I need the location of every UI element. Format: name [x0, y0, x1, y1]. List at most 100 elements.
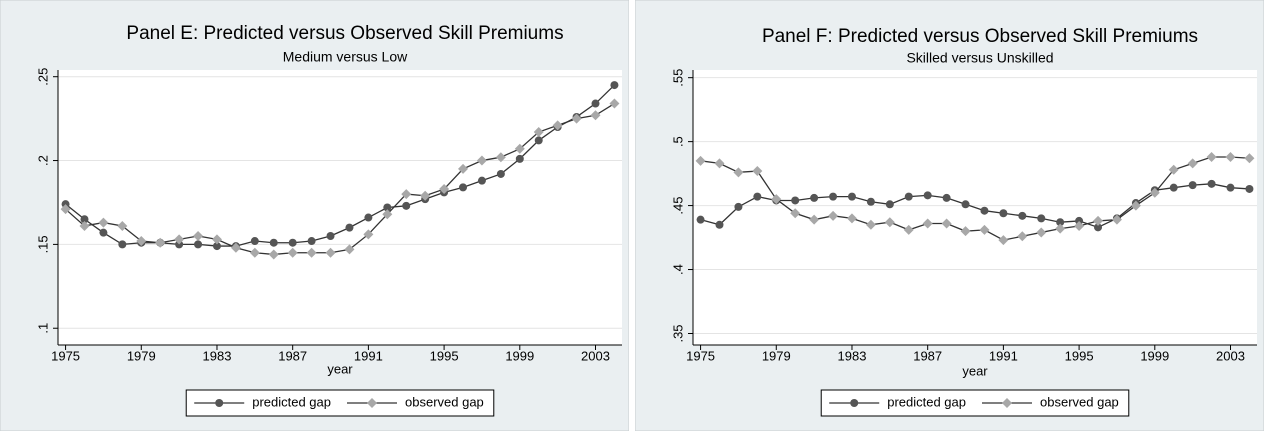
data-point [383, 203, 392, 212]
data-point [1206, 151, 1217, 162]
data-point [477, 176, 486, 185]
data-point [961, 200, 970, 209]
data-point [999, 209, 1008, 218]
data-point [1056, 218, 1065, 227]
data-point [552, 120, 563, 131]
data-point [268, 249, 279, 260]
data-point [363, 229, 374, 240]
data-point [846, 213, 857, 224]
data-point [571, 113, 582, 124]
legend-item: predicted gap [829, 394, 966, 409]
data-point [885, 200, 894, 209]
x-tick-label: 2003 [581, 348, 610, 363]
data-point [790, 208, 801, 219]
data-point [382, 209, 393, 220]
data-point [1188, 181, 1197, 190]
y-tick-label: .2 [35, 155, 50, 166]
x-tick-label: 1979 [762, 348, 791, 363]
data-point [884, 217, 895, 228]
data-point [193, 231, 204, 242]
chart-panel: Panel F: Predicted versus Observed Skill… [635, 0, 1264, 431]
data-point [344, 244, 355, 255]
data-point [1074, 221, 1085, 232]
data-point [810, 193, 819, 202]
data-point [829, 192, 838, 201]
data-point [1245, 184, 1254, 193]
data-point [420, 190, 431, 201]
data-point [98, 217, 109, 228]
x-tick-label: 1991 [989, 348, 1018, 363]
data-point [287, 247, 298, 258]
legend: predicted gap observed gap [820, 389, 1130, 417]
data-point [998, 235, 1009, 246]
data-point [249, 247, 260, 258]
plot-area [58, 70, 622, 345]
data-point [99, 228, 108, 237]
data-point [752, 166, 763, 177]
data-point [609, 98, 620, 109]
data-point [942, 193, 951, 202]
y-tick-label: .15 [35, 235, 50, 253]
chart-panel: Panel E: Predicted versus Observed Skill… [0, 0, 629, 431]
data-point [610, 81, 619, 90]
data-point [476, 155, 487, 166]
legend-marker [215, 399, 224, 407]
data-point [495, 152, 506, 163]
data-point [401, 189, 412, 200]
data-point [941, 218, 952, 229]
data-point [117, 220, 128, 231]
data-point [1207, 179, 1216, 188]
data-point [1169, 183, 1178, 192]
legend-text: predicted gap [252, 394, 331, 409]
legend-marker [367, 398, 377, 408]
chart-subtitle: Medium versus Low [283, 49, 408, 65]
data-point [1149, 187, 1160, 198]
x-tick-label: 1983 [203, 348, 232, 363]
x-tick-label: 1999 [1140, 348, 1169, 363]
data-point [514, 143, 525, 154]
data-point [1036, 227, 1047, 238]
data-point [533, 127, 544, 138]
data-point [979, 224, 990, 235]
data-point [809, 214, 820, 225]
data-point [60, 204, 71, 215]
data-point [326, 232, 335, 241]
data-point [306, 247, 317, 258]
data-point [715, 220, 724, 229]
data-point [591, 99, 600, 108]
chart-title: Panel E: Predicted versus Observed Skill… [126, 23, 563, 44]
legend-item: observed gap [347, 394, 484, 409]
data-point [922, 218, 933, 229]
data-point [1055, 223, 1066, 234]
data-point [753, 192, 762, 201]
data-point [590, 110, 601, 121]
data-point [1094, 223, 1103, 232]
data-point [402, 201, 411, 210]
data-point [175, 240, 184, 249]
data-point [118, 240, 127, 249]
y-tick-label: .5 [670, 136, 685, 147]
data-point [288, 238, 297, 247]
data-point [1037, 214, 1046, 223]
data-point [534, 136, 543, 145]
y-tick-label: .4 [670, 264, 685, 275]
data-point [1017, 231, 1028, 242]
data-point [345, 223, 354, 232]
data-point [364, 213, 373, 222]
x-tick-label: 1983 [838, 348, 867, 363]
data-point [714, 158, 725, 169]
data-point [269, 238, 278, 247]
data-point [1244, 153, 1255, 164]
legend: predicted gap observed gap [185, 389, 495, 417]
data-point [696, 215, 705, 224]
data-point [496, 169, 505, 178]
data-point [866, 197, 875, 206]
data-point [439, 184, 450, 195]
data-point [828, 210, 839, 221]
data-point [923, 191, 932, 200]
x-tick-label: 1995 [430, 348, 459, 363]
data-point [960, 226, 971, 237]
x-tick-label: 1995 [1065, 348, 1094, 363]
y-tick-label: .45 [670, 197, 685, 215]
